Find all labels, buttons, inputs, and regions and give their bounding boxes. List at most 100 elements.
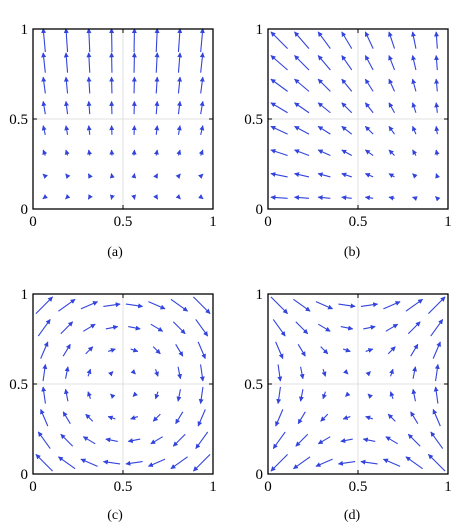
- panel-b-arrow-39: [364, 31, 374, 49]
- panel-a-arrow-56: [198, 194, 204, 200]
- panel-d-arrow-33: [362, 437, 376, 443]
- panel-b-arrow-57: [435, 173, 440, 179]
- panel-a-arrow-49: [175, 173, 181, 179]
- panel-b-arrow-13: [294, 78, 310, 92]
- panel-b-arrow-27: [341, 125, 353, 135]
- panel-d-arrow-13: [297, 343, 306, 357]
- panel-c-arrow-52: [177, 366, 183, 380]
- panel-a-arrow-3: [41, 125, 47, 135]
- panel-d-arrow-46: [385, 323, 399, 332]
- panel-d-arrow-38: [363, 324, 376, 330]
- panel-c-arrow-47: [148, 301, 166, 310]
- panel-c-arrow-11: [63, 388, 69, 402]
- panel-a-arrow-23: [86, 27, 92, 53]
- panel-c-arrow-3: [41, 386, 47, 404]
- panel-b: 0 0.5 1 0 0.5 1: [244, 22, 452, 230]
- panel-c-arrow-60: [199, 364, 205, 382]
- panel-c-arrow-17: [82, 436, 96, 445]
- panel-b-arrow-62: [434, 55, 440, 71]
- panel-d-arrow-9: [295, 433, 309, 447]
- panel-c-arrow-53: [175, 343, 184, 357]
- panel-c-arrow-5: [40, 341, 49, 359]
- panel-b-arrow-5: [270, 78, 288, 92]
- panel-a-arrow-32: [131, 194, 137, 200]
- panel-a-arrow-51: [176, 125, 182, 135]
- panel-d-arrow-55: [405, 298, 424, 312]
- panel-b-arrow-31: [341, 31, 353, 49]
- panel-c-arrow-51: [176, 389, 182, 402]
- panel-b-arrow-21: [317, 78, 331, 92]
- panel-b-arrow-32: [364, 195, 374, 201]
- panel-a-arrow-21: [86, 76, 92, 94]
- panel-c-arrow-59: [198, 386, 204, 405]
- panel-a-arrow-20: [86, 100, 92, 115]
- panel-a-arrow-55: [177, 27, 183, 53]
- panel-c-arrow-23: [80, 301, 99, 310]
- panel-a-arrow-12: [64, 100, 69, 115]
- panel-b-arrow-34: [364, 149, 374, 156]
- panel-b-arrow-54: [411, 55, 417, 71]
- panel-d-arrow-62: [430, 318, 444, 337]
- panel-c-arrow-40: [147, 458, 166, 467]
- panel-a-arrow-16: [87, 194, 93, 200]
- panel-a-arrow-60: [199, 100, 205, 115]
- panel-d-arrow-17: [317, 436, 331, 445]
- panel-a-arrow-43: [154, 125, 160, 135]
- panel-d-arrow-32: [360, 459, 378, 465]
- panel-b-arrow-24: [341, 195, 352, 201]
- panel-c-arrow-57: [195, 431, 209, 450]
- panel-c-xtick-label-0: 0: [29, 479, 37, 495]
- panel-b-arrow-14: [294, 55, 310, 71]
- panel-d-arrow-56: [428, 454, 446, 472]
- panel-d-caption: (d): [344, 508, 361, 523]
- panel-b-arrow-19: [317, 125, 331, 135]
- panel-d-arrow-26: [342, 415, 351, 420]
- panel-c-arrow-49: [172, 433, 186, 447]
- panel-d-arrow-8: [292, 456, 311, 470]
- panel-d-arrow-44: [389, 368, 394, 377]
- panel-d-arrow-5: [275, 341, 284, 360]
- panel-b-arrow-48: [412, 196, 418, 201]
- panel-a-arrow-6: [41, 52, 47, 73]
- panel-d-ytick-label-0: 0: [256, 467, 264, 483]
- panel-d-arrow-40: [382, 458, 401, 467]
- panel-c-arrow-0: [35, 454, 53, 472]
- panel-c-arrow-37: [130, 347, 139, 353]
- panel-c-arrow-26: [107, 415, 116, 421]
- panel-d-arrow-21: [320, 346, 329, 355]
- panel-b-arrow-25: [341, 172, 352, 178]
- panel-b-arrow-15: [294, 31, 310, 49]
- panel-b-arrow-17: [317, 172, 331, 178]
- panel-a-arrow-25: [109, 173, 115, 179]
- panel-d-arrow-60: [434, 363, 440, 382]
- panel-a-arrow-48: [175, 194, 181, 200]
- panel-c-arrow-48: [170, 456, 188, 470]
- panel-d-arrow-7: [270, 296, 288, 314]
- panel-c-arrow-13: [62, 343, 71, 357]
- panel-c-arrow-35: [132, 391, 138, 397]
- panel-a-arrow-10: [64, 149, 70, 156]
- panel-b-arrow-43: [388, 125, 395, 135]
- panel-d-arrow-19: [322, 391, 327, 400]
- panel-d-ytick-label-2: 1: [256, 287, 264, 303]
- panel-c-arrow-62: [195, 319, 209, 337]
- panel-d-arrow-10: [297, 411, 306, 425]
- panel-d-arrow-16: [315, 458, 333, 467]
- panel-c-arrow-22: [82, 323, 96, 332]
- panel-b-arrow-47: [388, 31, 396, 49]
- panel-b-arrow-4: [270, 102, 288, 114]
- panel-b-arrow-0: [270, 194, 288, 200]
- panel-a-arrow-42: [153, 149, 159, 156]
- panel-c-arrow-34: [130, 415, 139, 420]
- panel-a-xtick-label-2: 1: [209, 214, 217, 230]
- panel-a-arrow-63: [199, 27, 205, 53]
- panel-a-arrow-9: [65, 173, 71, 179]
- panel-a-ytick-label-2: 1: [21, 22, 29, 38]
- panel-a-arrow-22: [86, 52, 92, 73]
- panel-c-caption: (c): [107, 508, 123, 523]
- panel-d-arrow-48: [405, 456, 423, 470]
- panel-a-arrow-54: [177, 52, 183, 73]
- panel-d-arrow-34: [365, 415, 374, 421]
- panel-b-xtick-label-2: 1: [444, 214, 452, 230]
